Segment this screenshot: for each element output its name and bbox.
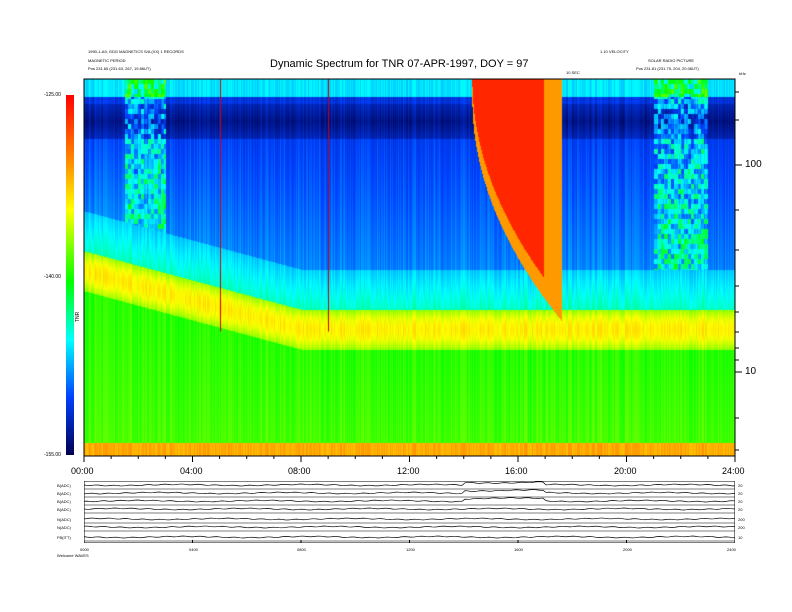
x-tick-marks xyxy=(83,456,736,462)
header-right-line-1: 1.10 VELOCITY xyxy=(600,49,629,54)
header-right-line-3: Pos 231.81 (231.75, 204, 20.06UT) xyxy=(636,66,699,71)
header-left-line-1: 1990-1-A9, GDG MAGNETICS S/A (XX) 1 RECO… xyxy=(88,49,184,54)
footer-label: Welcome WAVES xyxy=(57,553,89,558)
x-tick-label-2: 08:00 xyxy=(288,466,311,476)
panel-frame xyxy=(84,481,735,543)
panel-trace xyxy=(84,497,735,503)
panel-trace xyxy=(84,481,735,487)
mid-label: 10 SEC xyxy=(566,70,580,75)
panel-right-4: 20 xyxy=(738,507,743,512)
colorbar xyxy=(66,95,74,455)
colorbar-tick-mid: -140.00 xyxy=(44,274,61,280)
bottom-x-tick-6: 2400 xyxy=(727,547,736,552)
panel-label-1: B(ADC) xyxy=(57,483,71,488)
x-tick-label-5: 20:00 xyxy=(614,466,637,476)
panel-label-4: B(ADC) xyxy=(57,507,71,512)
panel-trace xyxy=(84,489,735,495)
bottom-x-tick-0: 0000 xyxy=(80,547,89,552)
panel-right-2: 20 xyxy=(738,491,743,496)
panel-label-3: B(ADC) xyxy=(57,499,71,504)
panel-right-6: 200 xyxy=(738,525,745,530)
panel-trace xyxy=(84,535,735,539)
dynamic-spectrum-heatmap xyxy=(84,79,735,456)
colorbar-tick-bottom: -155.00 xyxy=(44,452,61,458)
colorbar-tick-top: -125.00 xyxy=(44,92,61,98)
header-left-line-3: Pos 231.65 (231.63, 267, 19.86UT) xyxy=(88,66,151,71)
panel-label-7: FB(ITT) xyxy=(57,535,71,540)
x-tick-label-4: 16:00 xyxy=(505,466,528,476)
panel-right-7: 10 xyxy=(738,535,743,540)
x-tick-label-3: 12:00 xyxy=(397,466,420,476)
x-tick-label-0: 00:00 xyxy=(71,466,94,476)
x-tick-label-6: 24:00 xyxy=(722,466,745,476)
panel-label-2: B(ADC) xyxy=(57,491,71,496)
right-axis-ticks xyxy=(735,91,742,451)
panel-right-1: 20 xyxy=(738,483,743,488)
y-right-unit: kHz xyxy=(739,71,746,76)
y-right-tick-10: 10 xyxy=(745,366,757,377)
bottom-x-tick-5: 2000 xyxy=(623,547,632,552)
bottom-x-tick-3: 1200 xyxy=(406,547,415,552)
timeseries-panels xyxy=(84,481,735,543)
header-left-line-2: MAGNETIC PERIOD xyxy=(88,58,126,63)
panel-right-3: 20 xyxy=(738,499,743,504)
bottom-x-tick-2: 0800 xyxy=(297,547,306,552)
panel-right-5: 200 xyxy=(738,517,745,522)
spectrum-frame xyxy=(83,78,736,457)
panel-trace xyxy=(84,507,735,511)
x-tick-label-1: 04:00 xyxy=(180,466,203,476)
chart-title: Dynamic Spectrum for TNR 07-APR-1997, DO… xyxy=(270,58,529,70)
panel-label-5: N(ADC) xyxy=(57,517,71,522)
panel-label-6: N(ADC) xyxy=(57,525,71,530)
y-right-tick-100: 100 xyxy=(745,159,762,170)
bottom-x-tick-4: 1600 xyxy=(514,547,523,552)
bottom-x-tick-1: 0400 xyxy=(189,547,198,552)
panel-trace xyxy=(84,517,735,521)
panel-trace xyxy=(84,525,735,529)
header-right-line-2: SOLAR RADIO PICTURE xyxy=(648,58,695,63)
